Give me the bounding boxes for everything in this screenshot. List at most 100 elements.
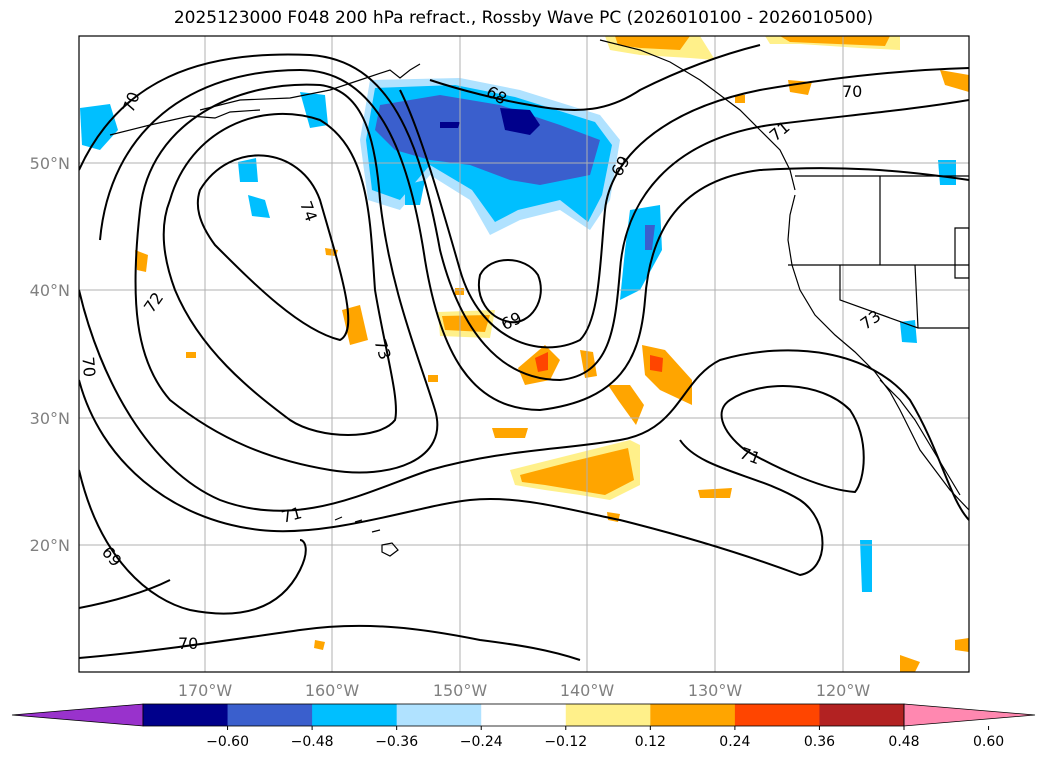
longitude-labels: 170°W 160°W 150°W 140°W 130°W 120°W — [178, 681, 871, 700]
contour-70-bottom — [79, 624, 581, 661]
colorbar-label: 0.48 — [888, 734, 919, 750]
contour-70 — [79, 53, 969, 382]
baja-peninsula — [879, 379, 961, 496]
anomaly-region-pos-top-2-core — [780, 36, 890, 46]
anomaly-region-pos-top-1-core — [615, 36, 690, 50]
anomaly-region-pos-19 — [428, 375, 438, 382]
latitude-labels: 20°N 30°N 40°N 50°N — [30, 154, 70, 555]
contour-71-outer — [79, 289, 969, 521]
colorbar-label: 0.60 — [973, 734, 1004, 750]
anomaly-region-pos-11 — [135, 250, 148, 272]
colorbar-label: −0.24 — [460, 734, 503, 750]
canada-coast — [599, 39, 796, 191]
anomaly-region-neg-small-1 — [238, 158, 258, 182]
us-west-coast — [787, 194, 969, 511]
contour-label: 69 — [98, 543, 126, 571]
anomaly-region-neg-south — [860, 540, 872, 592]
colorbar-bin — [565, 704, 651, 726]
state-border-3 — [839, 265, 969, 329]
lon-label: 150°W — [433, 681, 488, 700]
colorbar-bin — [650, 704, 736, 726]
contour-69-ne — [399, 67, 969, 349]
lon-label: 140°W — [560, 681, 615, 700]
contour-label: 72 — [140, 289, 167, 317]
contour-68 — [429, 44, 761, 111]
hawaii-islands — [334, 516, 399, 557]
anomaly-region-pos-7-core — [520, 448, 634, 495]
anomaly-region-pos-3-core — [535, 352, 548, 372]
contour-69-bottom — [79, 579, 171, 609]
colorbar-bin — [143, 704, 229, 726]
anomaly-region-pos-12 — [900, 655, 920, 672]
anomaly-region-pos-5-core — [650, 355, 663, 372]
contour-72-ring — [134, 83, 439, 474]
colorbar-label: −0.36 — [375, 734, 418, 750]
contour-label: 69 — [498, 308, 524, 334]
colorbar-frame — [142, 703, 905, 727]
colorbar-over-extension — [903, 703, 1036, 727]
colorbar-label: −0.12 — [544, 734, 587, 750]
anomaly-region-pos-16 — [735, 95, 745, 103]
contour-71-se — [720, 385, 865, 494]
anomaly-region-neg-gulf-core — [645, 225, 655, 250]
anomaly-region-pos-ne — [940, 70, 969, 92]
contour-74-ring — [196, 154, 350, 342]
anomaly-region-neg-east — [938, 160, 956, 185]
anomaly-region-pos-1 — [342, 305, 368, 345]
colorbar: −0.60 −0.48 −0.36 −0.24 −0.12 0.12 0.24 0.36 0.4… — [11, 703, 1036, 750]
positive-anomaly-shading — [135, 36, 969, 672]
colorbar-label: −0.60 — [206, 734, 249, 750]
contour-label: 70 — [842, 82, 862, 101]
contour-label: 71 — [766, 117, 794, 145]
colorbar-bin — [734, 704, 820, 726]
anomaly-region-pos-6 — [608, 385, 644, 425]
anomaly-region-pos-2-core — [442, 315, 490, 332]
colorbar-bin — [481, 704, 567, 726]
anomaly-region-neg-strong — [500, 108, 540, 135]
anomaly-region-pos-13 — [955, 638, 969, 652]
lon-label: 120°W — [816, 681, 871, 700]
lon-label: 160°W — [305, 681, 360, 700]
colorbar-label: 0.24 — [719, 734, 750, 750]
anomaly-region-pos-17 — [186, 352, 196, 358]
height-contours — [79, 44, 969, 661]
lat-label: 40°N — [30, 281, 70, 300]
graticule — [79, 36, 969, 672]
colorbar-bin — [819, 704, 905, 726]
anomaly-region-neg-nw-rim — [300, 92, 328, 128]
contour-label: 70 — [78, 356, 99, 378]
lat-label: 30°N — [30, 409, 70, 428]
anomaly-region-pos-14 — [314, 640, 325, 650]
colorbar-label: 0.12 — [635, 734, 666, 750]
colorbar-bin — [312, 704, 398, 726]
colorbar-bin — [396, 704, 482, 726]
state-border-4 — [914, 264, 919, 329]
map-plot-area: 70 74 72 70 73 68 69 69 71 70 73 71 71 6… — [78, 36, 969, 672]
colorbar-label: 0.36 — [804, 734, 835, 750]
negative-anomaly-shading — [80, 78, 956, 592]
contour-70-s — [79, 379, 824, 577]
contour-label: 70 — [178, 634, 198, 653]
alaska-coast — [199, 63, 421, 111]
lon-label: 170°W — [178, 681, 233, 700]
anomaly-region-neg-nw — [80, 104, 118, 150]
contour-71 — [99, 68, 969, 412]
anomaly-region-pos-4 — [580, 350, 597, 378]
contour-69-sw — [79, 469, 307, 615]
anomaly-region-neg-coast — [900, 320, 917, 343]
contour-label: 73 — [857, 306, 885, 333]
lat-label: 50°N — [30, 154, 70, 173]
anomaly-region-neg-gulf — [620, 205, 662, 300]
colorbar-label: −0.48 — [291, 734, 334, 750]
aleutian-islands — [109, 109, 261, 136]
contour-label: 71 — [279, 503, 304, 527]
colorbar-under-extension — [11, 703, 144, 727]
anomaly-region-neg-small-2 — [248, 195, 270, 218]
state-border-5 — [954, 227, 969, 279]
contour-label: 73 — [370, 337, 394, 362]
contour-label: 74 — [296, 198, 321, 224]
colorbar-bin — [227, 704, 313, 726]
map-frame — [78, 35, 970, 673]
anomaly-region-pos-8 — [492, 428, 528, 438]
